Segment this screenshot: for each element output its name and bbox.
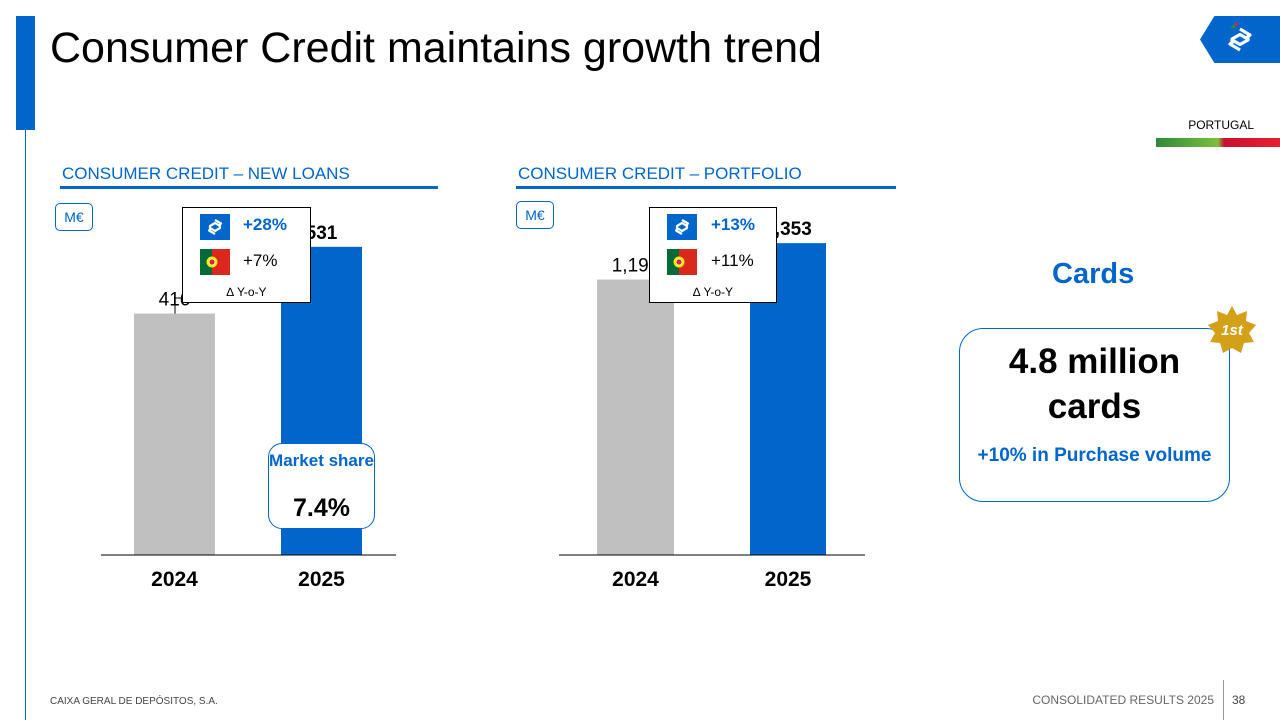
new-loans-growth-cgd: +28%: [243, 215, 287, 234]
footer-divider: [1223, 680, 1224, 720]
new-loans-bar-2024: [134, 313, 215, 555]
cgd-icon: [200, 214, 230, 240]
cards-main-value: 4.8 million cards: [1008, 342, 1181, 426]
portfolio-growth-box: +13% +11% ∆ Y-o-Y: [649, 207, 777, 303]
cgd-logo-icon: [1228, 22, 1252, 52]
cards-purchase-volume: +10% in Purchase volume: [977, 445, 1212, 466]
region-label: PORTUGAL: [1188, 118, 1254, 132]
portfolio-section-title: CONSUMER CREDIT – PORTFOLIO: [518, 164, 802, 183]
new-loans-category-label-2025: 2025: [298, 568, 345, 591]
portfolio-value-label-2024: 1,195: [612, 256, 660, 277]
portfolio-yoy-label: ∆ Y-o-Y: [692, 285, 734, 299]
title-accent-bar: [16, 16, 35, 130]
portugal-flag-icon: [667, 249, 697, 275]
market-share-label: Market share: [269, 451, 374, 470]
footer-report: CONSOLIDATED RESULTS 2025: [1032, 693, 1214, 707]
new-loans-yoy-label: ∆ Y-o-Y: [226, 285, 267, 299]
new-loans-category-label-2024: 2024: [151, 568, 198, 591]
new-loans-growth-box: +28% +7% ∆ Y-o-Y: [182, 207, 311, 303]
market-share-value: 7.4%: [293, 494, 350, 522]
portfolio-bar-2024: [597, 279, 674, 555]
first-place-badge: 1st: [1208, 306, 1256, 353]
new-loans-section-title: CONSUMER CREDIT – NEW LOANS: [62, 164, 350, 183]
market-share-callout: Market share 7.4%: [268, 443, 375, 529]
portfolio-category-label-2025: 2025: [765, 568, 812, 591]
portfolio-section-rule: [516, 186, 896, 189]
cards-title: Cards: [1052, 258, 1135, 290]
portfolio-unit-badge: M€: [516, 201, 554, 229]
new-loans-growth-market: +7%: [243, 251, 278, 270]
first-place-badge-text: 1st: [1221, 322, 1244, 339]
footer-company: CAIXA GERAL DE DEPÓSITOS, S.A.: [50, 696, 218, 707]
new-loans-unit-badge: M€: [55, 203, 93, 231]
portfolio-category-label-2024: 2024: [612, 568, 659, 591]
cgd-logo: [1200, 16, 1280, 63]
portfolio-growth-market: +11%: [711, 251, 754, 270]
portugal-flag-icon: [200, 249, 230, 275]
portfolio-growth-cgd: +13%: [711, 215, 755, 234]
left-rule: [25, 130, 26, 720]
cards-kpi-box: 4.8 million cards +10% in Purchase volum…: [959, 328, 1230, 502]
cgd-icon: [667, 214, 697, 240]
portugal-flag-stripe: [1156, 138, 1280, 147]
page-number: 38: [1232, 693, 1246, 707]
new-loans-section-rule: [60, 186, 438, 189]
page-title: Consumer Credit maintains growth trend: [50, 24, 822, 72]
new-loans-value-label-2025: 531: [306, 223, 338, 244]
